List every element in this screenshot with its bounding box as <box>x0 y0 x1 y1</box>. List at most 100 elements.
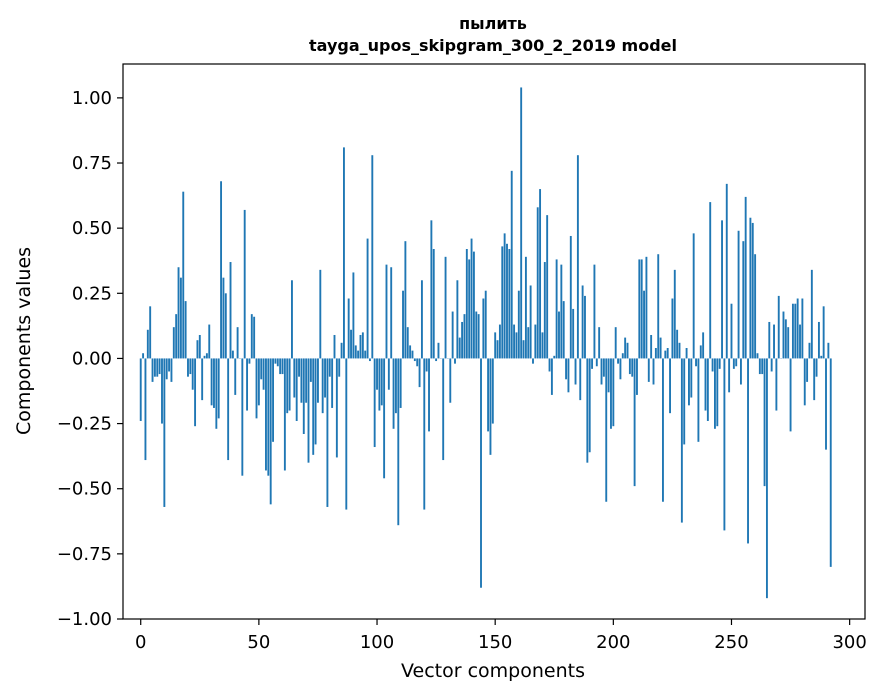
bar <box>203 355 206 359</box>
bar <box>153 358 156 377</box>
bar <box>827 342 830 359</box>
bar <box>808 342 811 359</box>
bar <box>567 358 570 393</box>
bar <box>208 324 211 359</box>
bar <box>279 358 282 375</box>
bar <box>305 358 308 403</box>
bar <box>621 353 624 359</box>
bar <box>364 350 367 359</box>
bar <box>690 358 693 398</box>
bar <box>820 355 823 359</box>
bar <box>773 324 775 359</box>
bar <box>260 358 263 380</box>
bar <box>829 358 832 567</box>
bar <box>636 358 638 395</box>
bar <box>685 348 688 359</box>
x-tick-label: 300 <box>832 632 866 653</box>
bar <box>295 358 298 421</box>
bar <box>815 358 818 377</box>
bar <box>761 358 764 375</box>
x-tick-label: 50 <box>247 632 270 653</box>
y-tick-label: 1.00 <box>72 88 112 109</box>
bar <box>326 358 329 507</box>
bar <box>416 358 419 367</box>
bar <box>404 241 407 359</box>
bar <box>612 358 615 427</box>
bar <box>624 337 627 359</box>
bar <box>411 350 414 359</box>
y-tick-label: 0.25 <box>72 283 112 304</box>
bar <box>142 353 145 359</box>
bar <box>354 345 357 359</box>
bar <box>586 358 589 463</box>
bar <box>196 340 199 359</box>
bar <box>146 329 149 359</box>
bar <box>307 358 310 463</box>
bar <box>799 324 801 359</box>
bar <box>269 358 272 505</box>
bar <box>801 298 804 359</box>
bar <box>432 249 435 359</box>
bar <box>754 254 757 359</box>
bar <box>676 329 679 359</box>
bar <box>501 246 504 359</box>
bar <box>480 358 482 588</box>
bar <box>373 358 376 448</box>
bar <box>569 235 572 359</box>
bar <box>314 358 317 445</box>
bar <box>361 332 364 359</box>
bar <box>527 327 530 359</box>
bar <box>392 358 395 429</box>
bar <box>529 285 532 359</box>
bar <box>548 358 551 372</box>
bar <box>806 358 809 382</box>
bar <box>813 358 816 401</box>
bar <box>695 358 697 367</box>
bar <box>803 358 806 406</box>
bar <box>402 290 404 359</box>
bar <box>524 256 527 359</box>
bar <box>475 311 478 359</box>
bar <box>782 311 785 359</box>
bar <box>350 329 352 359</box>
bar <box>156 358 159 377</box>
bar <box>205 353 208 359</box>
bar <box>194 358 197 427</box>
bar <box>425 358 428 372</box>
y-tick-label: −0.75 <box>57 544 112 565</box>
bar <box>536 207 539 359</box>
chart-subtitle: tayga_upos_skipgram_300_2_2019 model <box>309 36 677 55</box>
bar <box>229 262 232 359</box>
bar <box>517 290 520 359</box>
bar <box>718 358 721 369</box>
bar <box>430 220 433 359</box>
bar <box>472 251 475 359</box>
bar <box>560 264 563 359</box>
bar <box>728 358 731 393</box>
bar <box>172 327 175 359</box>
bar <box>669 358 671 414</box>
bar <box>357 350 360 359</box>
bar <box>553 355 556 359</box>
bar <box>546 215 549 359</box>
bar <box>179 277 182 359</box>
bar <box>732 358 735 369</box>
bar <box>182 191 185 359</box>
bar <box>574 358 577 385</box>
bar <box>298 358 300 377</box>
bar <box>184 301 187 359</box>
bar <box>794 303 797 359</box>
bar <box>340 342 343 359</box>
bar <box>659 337 662 359</box>
bar <box>461 321 464 359</box>
bar <box>338 358 341 377</box>
bar <box>324 358 326 398</box>
bar <box>458 337 461 359</box>
bar <box>591 358 594 369</box>
bar <box>494 332 497 359</box>
bar <box>201 358 204 401</box>
bar <box>163 358 166 507</box>
bar <box>276 358 279 367</box>
